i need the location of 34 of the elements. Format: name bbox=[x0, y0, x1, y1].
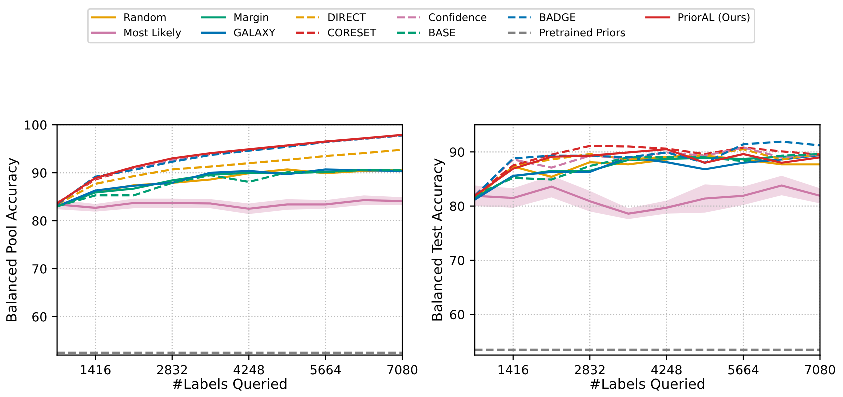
x-tick-label: 1416 bbox=[498, 365, 529, 375]
y-axis-title: Balanced Pool Accuracy bbox=[6, 158, 20, 322]
legend-label: Most Likely bbox=[124, 28, 182, 39]
y-tick-label: 70 bbox=[450, 256, 464, 266]
legend-label: CORESET bbox=[328, 28, 377, 37]
y-tick-label: 60 bbox=[32, 312, 47, 322]
legend-label: Margin bbox=[234, 13, 268, 24]
y-tick-label: 80 bbox=[32, 216, 47, 226]
y-tick-label: 100 bbox=[25, 120, 47, 130]
x-tick-label: 2832 bbox=[157, 365, 188, 375]
x-tick-label: 1416 bbox=[81, 365, 111, 375]
x-tick-label: 2832 bbox=[575, 365, 605, 375]
y-tick-label: 70 bbox=[32, 264, 47, 274]
legend-label: Pretrained Priors bbox=[540, 28, 626, 37]
x-tick-label: 5664 bbox=[728, 365, 759, 375]
y-tick-label: 90 bbox=[450, 148, 464, 158]
x-tick-label: 7080 bbox=[388, 365, 418, 375]
x-tick-label: 7080 bbox=[805, 365, 836, 375]
legend-label: Random bbox=[124, 13, 166, 22]
x-tick-label: 4248 bbox=[234, 365, 264, 375]
legend-label: GALAXY bbox=[234, 28, 276, 37]
x-axis-title: #Labels Queried bbox=[173, 378, 287, 391]
x-axis-title: #Labels Queried bbox=[590, 378, 704, 391]
x-tick-label: 5664 bbox=[310, 365, 342, 375]
legend-label: BADGE bbox=[540, 14, 576, 22]
y-tick-label: 90 bbox=[32, 168, 47, 178]
y-tick-label: 80 bbox=[450, 202, 464, 212]
y-tick-label: 60 bbox=[450, 310, 464, 320]
legend-label: DIRECT bbox=[328, 14, 366, 22]
legend-label: PriorAL (Ours) bbox=[678, 13, 750, 23]
legend-label: BASE bbox=[430, 28, 456, 37]
y-axis-title: Balanced Test Accuracy bbox=[432, 158, 446, 321]
x-tick-label: 4248 bbox=[652, 365, 682, 375]
legend-label: Confidence bbox=[429, 13, 487, 22]
